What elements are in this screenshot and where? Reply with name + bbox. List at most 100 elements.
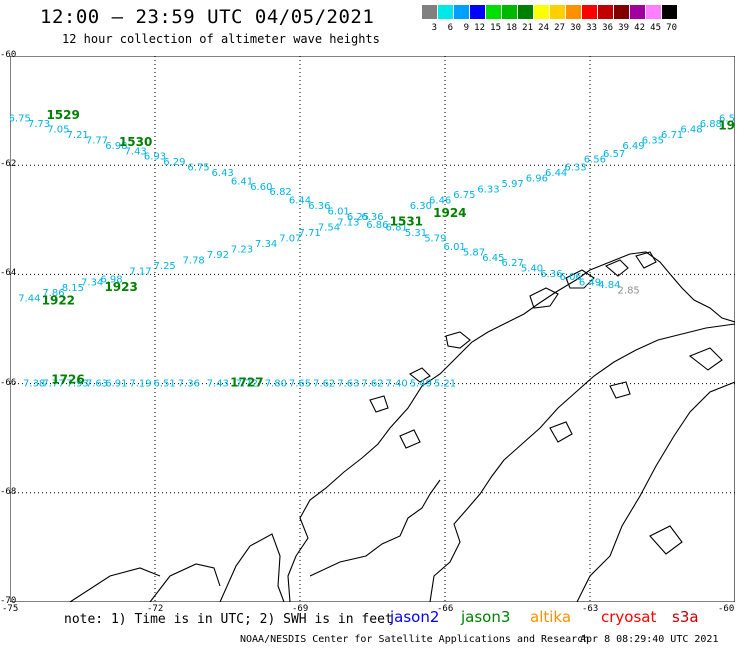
color-scale-label: 6 — [447, 23, 453, 33]
color-scale-item: 12 — [470, 5, 486, 33]
wave-height-value: 5.97 — [502, 179, 524, 190]
lat-label: -64 — [0, 268, 17, 279]
wave-height-value: 6.82 — [270, 187, 292, 198]
color-swatch — [518, 5, 534, 19]
color-swatch — [470, 5, 486, 19]
color-swatch — [598, 5, 614, 19]
satellite-cryosat: cryosat — [601, 608, 657, 626]
wave-height-value: 6.33 — [564, 163, 586, 174]
color-scale-item: 15 — [486, 5, 502, 33]
wave-height-value: 6.49 — [579, 277, 601, 288]
wave-height-value: 6.25 — [347, 212, 369, 223]
wave-height-value: 6.81 — [386, 223, 408, 234]
wave-height-value: 5.21 — [434, 378, 456, 389]
color-scale-label: 70 — [666, 23, 677, 33]
color-swatch — [566, 5, 582, 19]
color-scale-label: 24 — [538, 23, 549, 33]
wave-height-value: 6.57 — [603, 149, 625, 160]
wave-height-value: 6.88 — [700, 119, 722, 130]
lon-label: -69 — [292, 604, 309, 614]
wave-height-value: 6.36 — [361, 212, 383, 223]
wave-height-value: 7.62 — [361, 378, 383, 389]
wave-height-value: 7.07 — [279, 234, 301, 245]
color-scale-item: 30 — [566, 5, 582, 33]
color-scale-label: 3 — [431, 23, 437, 33]
pass-time-label: 1530 — [119, 135, 152, 149]
wave-height-value: 6.35 — [642, 135, 664, 146]
color-swatch — [422, 5, 438, 19]
graticule — [10, 56, 735, 602]
pass-time-label: 1925 — [718, 119, 735, 133]
altimeter-tracks: 6.757.737.057.217.776.987.436.936.29 6.75… — [10, 108, 735, 390]
color-scale-label: 36 — [602, 23, 613, 33]
page-title: 12:00 — 23:59 UTC 04/05/2021 — [40, 6, 375, 28]
wave-height-value: 7.62 — [313, 378, 335, 389]
wave-height-value: 7.34 — [81, 277, 103, 288]
wave-height-value: 7.54 — [318, 223, 340, 234]
wave-height-value: 6.48 — [680, 124, 702, 135]
wave-height-value: 8.15 — [62, 283, 84, 294]
wave-height-value: 7.43 — [125, 146, 147, 157]
wave-height-value: 6.36 — [308, 201, 330, 212]
color-swatch — [582, 5, 598, 19]
wave-height-value: 6.75 — [453, 190, 475, 201]
color-swatch — [486, 5, 502, 19]
wave-height-value: 6.71 — [661, 130, 683, 141]
color-scale-item: 9 — [454, 5, 470, 33]
wave-height-value: 7.78 — [183, 255, 205, 266]
wave-height-value: 6.75 — [10, 114, 31, 125]
wave-height-value: 6.45 — [482, 253, 504, 264]
lon-label: -60 — [718, 604, 735, 614]
wave-height-value: 7.34 — [255, 239, 277, 250]
wave-height-value: 7.23 — [231, 245, 253, 256]
color-swatch — [534, 5, 550, 19]
wave-height-value: 6.49 — [622, 141, 644, 152]
color-swatch — [550, 5, 566, 19]
color-scale-item: 42 — [630, 5, 646, 33]
lon-label: -75 — [2, 604, 19, 614]
footer-note: note: 1) Time is in UTC; 2) SWH is in fe… — [64, 612, 393, 627]
color-scale-label: 18 — [506, 23, 517, 33]
coastline — [69, 251, 735, 602]
wave-height-value: 7.05 — [47, 124, 69, 135]
wave-height-value: 6.96 — [526, 174, 548, 185]
color-scale-item: 21 — [518, 5, 534, 33]
wave-height-value: 7.25 — [154, 261, 176, 272]
color-scale-label: 39 — [618, 23, 629, 33]
wave-height-value: 6.56 — [584, 154, 606, 165]
wave-height-value: 7.73 — [28, 119, 50, 130]
wave-height-value: 7.86 — [42, 288, 64, 299]
color-scale-label: 21 — [522, 23, 533, 33]
color-scale-item: 27 — [550, 5, 566, 33]
pass-time-label: 1726 — [51, 373, 84, 387]
wave-height-value: 6.30 — [410, 201, 432, 212]
color-scale-item: 6 — [438, 5, 454, 33]
wave-height-value: 7.77 — [42, 378, 64, 389]
wave-height-value: 7.63 — [86, 378, 108, 389]
wave-height-value: 6.44 — [289, 195, 311, 206]
wave-height-value: 7.92 — [207, 250, 229, 261]
wave-height-value: 6.98 — [100, 275, 122, 286]
wave-height-value: 6.27 — [502, 258, 524, 269]
color-swatch — [614, 5, 630, 19]
color-scale-item: 36 — [598, 5, 614, 33]
lon-label: -72 — [147, 604, 164, 614]
wave-height-value: 6.98 — [105, 141, 127, 152]
wave-height-value: 6.43 — [212, 168, 234, 179]
wave-height-value: 5.40 — [521, 264, 543, 275]
wave-height-value: 7.21 — [67, 130, 89, 141]
wave-height-value: 6.06 — [560, 272, 582, 283]
color-swatch — [454, 5, 470, 19]
color-scale-label: 42 — [634, 23, 645, 33]
lat-label: -66 — [0, 377, 17, 388]
lat-label: -68 — [0, 486, 17, 497]
wave-height-value: 6.58 — [719, 114, 735, 125]
wave-height-value: 7.43 — [207, 378, 229, 389]
color-scale-item: 70 — [662, 5, 678, 33]
wave-height-value: 2.85 — [618, 286, 640, 297]
wave-height-value: 6.36 — [540, 269, 562, 280]
color-scale-item: 3 — [422, 5, 438, 33]
wave-height-value: 6.01 — [444, 242, 466, 253]
color-scale-item: 24 — [534, 5, 550, 33]
satellite-jason2: jason2 — [390, 608, 440, 626]
